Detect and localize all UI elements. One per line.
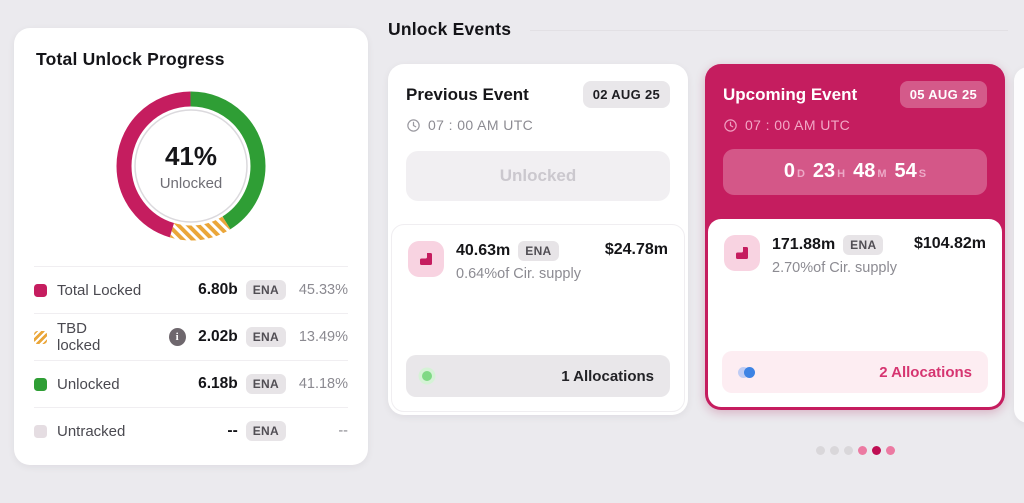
carousel-dot-active[interactable] <box>872 446 881 455</box>
legend-value: 6.80b <box>198 281 238 298</box>
legend-percent: 41.18% <box>298 376 348 392</box>
carousel-dot-adjacent[interactable] <box>858 446 867 455</box>
allocations-count-label: 2 Allocations <box>879 363 972 381</box>
legend-label: Unlocked <box>57 375 120 393</box>
allocations-count-label: 1 Allocations <box>561 367 654 385</box>
usd-value: $104.82m <box>913 235 986 252</box>
countdown-minutes-unit: M <box>877 168 887 180</box>
token-badge: ENA <box>518 241 559 261</box>
clock-icon <box>407 118 420 132</box>
supply-percent: 2.70% <box>772 260 814 276</box>
allocation-status-dot <box>422 371 432 381</box>
section-title-unlock-events: Unlock Events <box>388 19 512 39</box>
total-locked-swatch <box>34 283 47 297</box>
countdown-hours: 23 <box>812 160 836 182</box>
supply-suffix: of Cir. supply <box>497 266 581 282</box>
info-icon[interactable]: i <box>168 328 186 346</box>
legend-value: -- <box>227 422 238 439</box>
unlocked-status-button[interactable]: Unlocked <box>406 151 670 201</box>
legend-percent: -- <box>338 423 348 439</box>
token-badge: ENA <box>245 280 286 300</box>
token-badge: ENA <box>843 235 884 255</box>
supply-percent: 0.64% <box>456 266 498 282</box>
carousel-dot-adjacent[interactable] <box>886 446 895 455</box>
donut-percent-label: Unlocked <box>159 174 223 192</box>
donut-inner-ring <box>134 109 248 223</box>
legend-value: 6.18b <box>198 375 238 392</box>
legend-label: TBD locked <box>57 320 101 354</box>
panel-title: Total Unlock Progress <box>36 49 225 69</box>
countdown-days: 0 <box>783 160 795 182</box>
allocation-category-dots <box>738 366 755 378</box>
token-badge: ENA <box>245 327 286 347</box>
token-badge: ENA <box>245 421 286 441</box>
donut-percent-value: 41% <box>164 140 218 171</box>
untracked-swatch <box>34 424 47 438</box>
donut-chart-svg <box>116 91 266 241</box>
event-stats-card: 171.88m ENA 2.70%of Cir. supply $104.82m… <box>708 219 1002 407</box>
legend-label: Untracked <box>57 422 126 440</box>
donut-segment-unlocked <box>116 91 266 241</box>
countdown-seconds-unit: S <box>918 168 927 180</box>
total-unlock-progress-card: Total Unlock Progress 41% Unlocked To <box>14 28 368 465</box>
carousel-dot-inactive[interactable] <box>830 446 839 455</box>
token-badge: ENA <box>245 374 286 394</box>
allocations-bar[interactable]: 2 Allocations <box>722 351 988 393</box>
token-unlock-icon <box>408 241 444 277</box>
donut-segment-tbd-locked <box>116 91 266 241</box>
unlock-legend: Total Locked 6.80b ENA 45.33% TBD locked… <box>14 266 368 454</box>
carousel-dot-inactive[interactable] <box>844 446 853 455</box>
countdown-hours-unit: H <box>837 168 846 180</box>
section-divider <box>530 30 1008 31</box>
unlock-progress-donut: 41% Unlocked <box>107 82 275 250</box>
donut-segment-total-locked <box>116 91 266 241</box>
legend-percent: 13.49% <box>298 329 348 345</box>
legend-row-untracked: Untracked -- ENA -- <box>34 407 348 454</box>
unlock-amount: 40.63m <box>456 242 511 259</box>
next-event-card-edge[interactable] <box>1014 67 1024 423</box>
legend-label: Total Locked <box>57 281 142 299</box>
event-time-label: 07 : 00 AM UTC <box>428 117 534 133</box>
supply-suffix: of Cir. supply <box>813 260 897 276</box>
legend-row-unlocked: Unlocked 6.18b ENA 41.18% <box>34 360 348 407</box>
clock-icon <box>724 118 737 132</box>
upcoming-event-card[interactable]: Upcoming Event 05 AUG 25 07 : 00 AM UTC … <box>705 64 1005 410</box>
unlock-amount: 171.88m <box>772 236 836 253</box>
event-stats-card: 40.63m ENA 0.64%of Cir. supply $24.78m 1… <box>391 224 685 412</box>
event-date-badge: 02 AUG 25 <box>582 81 670 108</box>
unlocked-swatch <box>34 377 47 391</box>
countdown-seconds: 54 <box>894 160 917 182</box>
carousel-pagination <box>816 446 895 455</box>
usd-value: $24.78m <box>604 241 668 258</box>
event-time-label: 07 : 00 AM UTC <box>745 117 851 133</box>
countdown-days-unit: D <box>796 168 805 180</box>
legend-value: 2.02b <box>198 328 238 345</box>
allocation-dot-light-blue <box>738 366 749 378</box>
countdown-minutes: 48 <box>853 160 876 182</box>
event-title: Previous Event <box>406 84 529 104</box>
allocations-bar[interactable]: 1 Allocations <box>406 355 670 397</box>
event-title: Upcoming Event <box>723 84 858 104</box>
event-date-badge: 05 AUG 25 <box>899 81 987 108</box>
tbd-locked-swatch <box>34 330 47 344</box>
allocation-dot-blue <box>744 366 755 378</box>
legend-row-tbd-locked: TBD locked i 2.02b ENA 13.49% <box>34 313 348 360</box>
carousel-dot-inactive[interactable] <box>816 446 825 455</box>
legend-percent: 45.33% <box>298 282 348 298</box>
legend-row-total-locked: Total Locked 6.80b ENA 45.33% <box>34 266 348 313</box>
token-unlock-icon <box>724 235 760 271</box>
previous-event-card[interactable]: Previous Event 02 AUG 25 07 : 00 AM UTC … <box>388 64 688 415</box>
